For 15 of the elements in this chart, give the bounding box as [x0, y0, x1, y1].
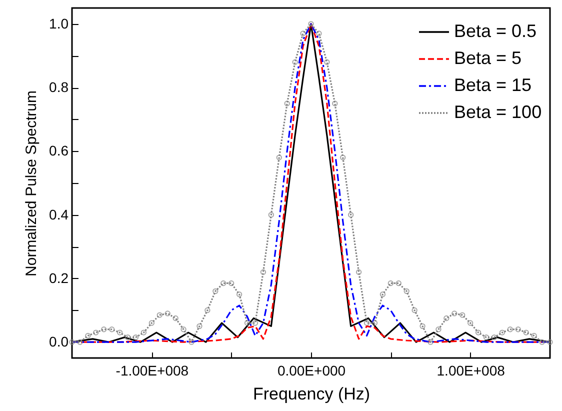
y-axis-title: Normalized Pulse Spectrum	[23, 90, 40, 276]
x-tick-label: 0.00E+000	[277, 362, 346, 378]
y-tick-label: 0.6	[49, 142, 69, 159]
y-tick-label: 0.2	[49, 270, 69, 286]
x-axis-title: Frequency (Hz)	[252, 384, 370, 404]
y-tick-label: 1.0	[49, 15, 69, 32]
y-tick-label: 0.4	[49, 206, 69, 222]
y-tick-label: 0.8	[49, 79, 69, 96]
legend-label: Beta = 5	[454, 48, 522, 68]
y-tick-label: 0.0	[49, 334, 69, 350]
x-tick-label: -1.00E+008	[116, 362, 189, 378]
legend-label: Beta = 0.5	[454, 21, 537, 41]
legend-label: Beta = 15	[454, 75, 532, 95]
x-tick-label: 1.00E+008	[436, 362, 506, 378]
legend-label: Beta = 100	[454, 102, 542, 122]
